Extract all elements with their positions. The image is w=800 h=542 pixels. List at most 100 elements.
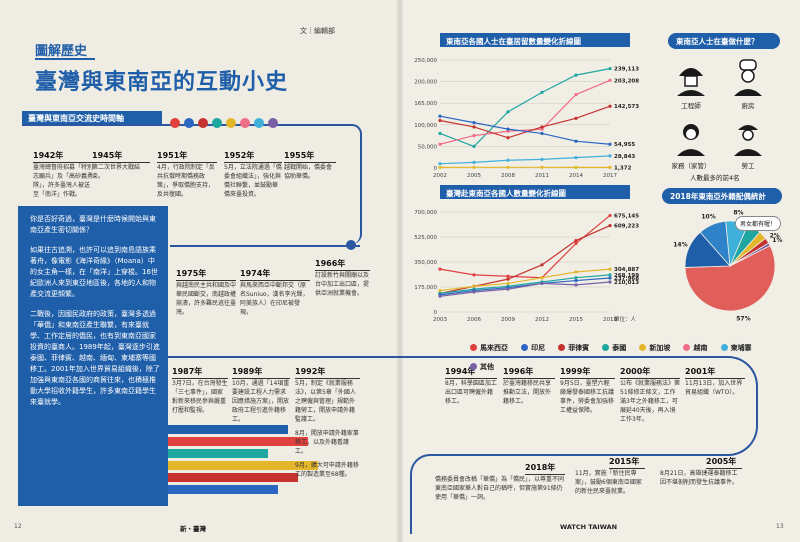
timeline-text: 3月7日，在台灣發生「三七事件」，國家對新來移民參與嚴重打壓和監視。 — [172, 380, 228, 414]
timeline-line-mid — [170, 245, 360, 247]
dot-yellow — [226, 118, 236, 128]
x-tick-label: 2006 — [467, 317, 481, 323]
data-point — [506, 127, 510, 131]
data-point — [438, 114, 442, 118]
data-point — [608, 154, 612, 158]
bar-darkred — [168, 473, 298, 482]
value-label: 203,208 — [614, 78, 639, 84]
x-tick-label: 2002 — [433, 173, 447, 179]
data-point — [574, 139, 578, 143]
timeline-year: 1942年 — [33, 150, 93, 163]
timeline-line-late — [430, 454, 730, 456]
job-label: 工程師 — [681, 102, 701, 110]
x-tick-label: 2014 — [569, 173, 583, 179]
legend-dot — [470, 344, 477, 351]
legend-label: 菲律賓 — [568, 343, 590, 352]
job-homemaker: 家務（家管） — [665, 116, 717, 170]
data-point — [608, 165, 612, 169]
author-credit: 文｜編輯部 — [300, 27, 335, 35]
timeline-text: 越戰開始，僑委會協助華僑。 — [284, 164, 333, 180]
data-point — [608, 223, 612, 228]
pie-label: 1% — [772, 237, 782, 244]
dot-blue — [184, 118, 194, 128]
value-label: 210,013 — [614, 280, 639, 286]
page-number-left: 12 — [14, 523, 22, 530]
y-tick-label: 175,000 — [414, 285, 437, 291]
timeline-entry-2001: 2001年 11月13日，加入世界貿易組織（WTO）。 — [685, 366, 745, 397]
x-tick-label: 2011 — [535, 173, 549, 179]
legend-item: 菲律賓 — [558, 343, 589, 353]
legend-label: 其他 — [480, 362, 494, 371]
job-label: 勞工 — [741, 162, 755, 170]
data-point — [472, 121, 476, 125]
legend-item: 馬來西亞 — [470, 343, 508, 353]
x-tick-label: 2017 — [603, 173, 617, 179]
data-point — [472, 284, 476, 288]
x-tick-label: 2015 — [569, 317, 583, 323]
value-label: 675,145 — [614, 213, 639, 219]
series-line — [439, 281, 611, 297]
timeline-year: 2000年 — [620, 366, 680, 379]
dot-red — [170, 118, 180, 128]
data-point — [608, 104, 612, 108]
timeline-text: 9月5日，臺塑六輕廠爆發泰國移工抗議事件，勞委會加強移工權益保障。 — [560, 380, 615, 414]
data-point — [438, 288, 442, 293]
color-bars — [168, 425, 348, 494]
timeline-text: 公布《就業服務法》第51條修正條文，工作滿3年之外籍移工，可展延40天後，再入境… — [620, 380, 681, 423]
timeline-entry-2005: 2005年 8月21日，高雄捷運泰籍移工因不堪剝削而發生抗議事件。 — [660, 456, 742, 487]
data-point — [540, 263, 544, 267]
data-point — [608, 276, 612, 280]
timeline-node — [346, 240, 356, 250]
pie-label: 57% — [736, 315, 750, 322]
data-point — [608, 280, 612, 284]
legend-item: 越南 — [683, 343, 707, 353]
timeline-entry-2018: 2018年 僑務委員會改稱「華僑」為「僑民」，以尊重不同東南亞國家華人對自己的稱… — [435, 462, 565, 502]
bar-teal — [168, 449, 268, 458]
timeline-year: 2005年 — [706, 456, 742, 469]
timeline-text: 4月，行政院制定「反共抗俄時期僑務政策」，爭取僑胞支持，反共復國。 — [157, 164, 215, 198]
data-point — [438, 142, 442, 146]
chart-legend: 馬來西亞 印尼 菲律賓 泰國 新加坡 越南 柬埔寨 其他 — [470, 336, 770, 374]
timeline-year: 1989年 — [232, 366, 290, 379]
y-tick-label: 165,000 — [414, 101, 437, 107]
series-line — [439, 105, 611, 139]
data-point — [574, 165, 578, 169]
legend-dot — [720, 344, 728, 351]
bar-red — [168, 437, 308, 446]
timeline-entry-1951: 1951年 4月，行政院制定「反共抗俄時期僑務政策」，爭取僑胞支持，反共復國。 — [157, 150, 217, 199]
x-tick-label: 2018 — [603, 317, 617, 323]
data-point — [540, 90, 544, 94]
worker-icon — [734, 125, 762, 156]
x-tick-label: 2008 — [501, 173, 515, 179]
timeline-text: 訂設新竹與關廟以及台中加工出口區，提供亞洲就業機會。 — [315, 272, 370, 297]
timeline-entry-1955: 1955年 越戰開始，僑委會協助華僑。 — [284, 150, 336, 181]
data-point — [608, 67, 612, 71]
data-point — [438, 131, 442, 136]
job-worker: 勞工 — [722, 116, 774, 170]
legend-label: 柬埔寨 — [730, 343, 752, 352]
data-point — [574, 73, 578, 77]
data-point — [608, 78, 612, 82]
legend-label: 新加坡 — [649, 343, 671, 352]
series-line — [439, 115, 611, 145]
chef-icon — [734, 59, 762, 96]
data-point — [438, 118, 442, 123]
footer-title-left: 新・臺灣 — [180, 525, 206, 533]
value-label: 142,573 — [614, 104, 639, 110]
timeline-entry-1966: 1966年 訂設新竹與關廟以及台中加工出口區，提供亞洲就業機會。 — [315, 258, 370, 298]
data-point — [574, 116, 578, 120]
legend-item: 新加坡 — [639, 343, 670, 353]
y-tick-label: 350,000 — [414, 260, 437, 266]
timeline-text: 11月，實施「新住民專案」，鼓勵6個東南亞國家的新住民來臺就業。 — [575, 470, 642, 495]
legend-dot — [639, 344, 647, 351]
data-point — [506, 287, 510, 291]
timeline-text: 8月21日，高雄捷運泰籍移工因不堪剝削而發生抗議事件。 — [660, 470, 739, 486]
legend-label: 越南 — [693, 343, 708, 352]
timeline-year: 1974年 — [240, 268, 310, 281]
timeline-line-bottom — [168, 356, 728, 358]
x-tick-label: 2005 — [467, 173, 481, 179]
timeline-entry-1945: 1945年 第二次世界大戰結束。 — [92, 150, 150, 181]
timeline-entry-1989: 1989年 10月，通過「14項重要建設工程人力需求因應措施方案」，開放政府工程… — [232, 366, 290, 424]
timeline-year: 1955年 — [284, 150, 336, 163]
legend-dot — [602, 344, 610, 351]
